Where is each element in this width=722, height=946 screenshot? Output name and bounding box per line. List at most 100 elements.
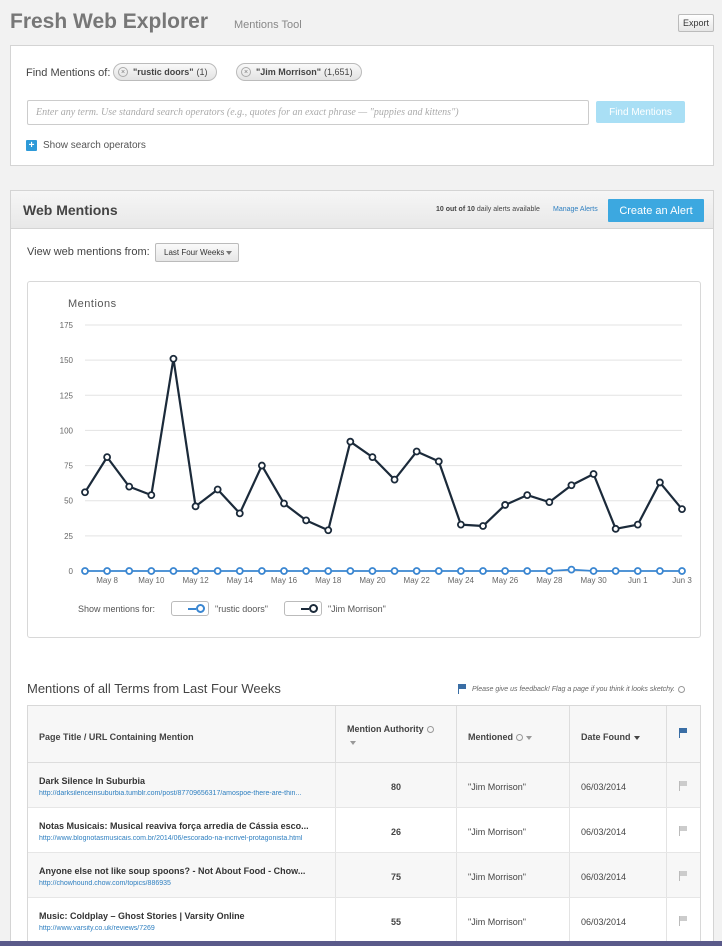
mentions-chart: Mentions 0 25 50 75 100 125 150 175 May 8 May 10 Ma… <box>27 281 701 638</box>
legend-item-rustic-doors[interactable]: "rustic doors" <box>171 601 268 616</box>
data-point <box>390 475 399 484</box>
x-tick-label: May 12 <box>182 576 209 585</box>
data-point <box>257 567 266 575</box>
cell-authority: 80 <box>336 763 457 807</box>
cell-mentioned: "Jim Morrison" <box>457 853 570 897</box>
create-alert-button[interactable]: Create an Alert <box>608 199 704 222</box>
find-mentions-button[interactable]: Find Mentions <box>596 101 685 123</box>
data-point <box>589 470 598 478</box>
data-point <box>302 516 311 525</box>
data-point <box>191 567 200 575</box>
data-point <box>501 567 510 575</box>
page-title-link[interactable]: Notas Musicais: Musical reaviva força ar… <box>39 821 309 831</box>
show-for-label: Show mentions for: <box>78 603 156 614</box>
time-range-select[interactable]: Last Four Weeks <box>155 243 239 262</box>
web-mentions-panel: Web Mentions 10 out of 10 daily alerts a… <box>10 190 714 946</box>
y-tick-label: 75 <box>64 462 73 471</box>
data-point <box>678 505 686 514</box>
x-tick-label: May 8 <box>96 576 118 585</box>
app-subtitle: Mentions Tool <box>234 19 302 31</box>
data-point <box>368 453 377 462</box>
data-point <box>213 567 222 575</box>
y-tick-label: 150 <box>60 356 74 365</box>
export-button[interactable]: Export <box>678 14 714 32</box>
page-title-link[interactable]: Dark Silence In Suburbia <box>39 776 146 786</box>
y-tick-label: 175 <box>60 321 74 330</box>
data-point <box>456 520 465 529</box>
cell-mentioned: "Jim Morrison" <box>457 808 570 852</box>
data-point <box>589 567 598 575</box>
table-row: Dark Silence In Suburbia http://darksilen… <box>28 763 700 808</box>
find-mentions-panel: Find Mentions of: × "rustic doors" (1) ×… <box>10 45 714 166</box>
x-tick-label: Jun 3 <box>672 576 692 585</box>
column-header-mentioned[interactable]: Mentioned <box>457 706 570 762</box>
cell-date: 06/03/2014 <box>570 898 667 942</box>
data-point <box>434 457 443 466</box>
page-title-link[interactable]: Anyone else not like soup spoons? - Not … <box>39 866 306 876</box>
app-header: Fresh Web Explorer Mentions Tool Export <box>0 0 722 44</box>
x-tick-label: May 28 <box>536 576 563 585</box>
sort-caret-icon[interactable] <box>633 735 640 740</box>
column-header-page-title[interactable]: Page Title / URL Containing Mention <box>28 706 336 762</box>
flag-icon[interactable] <box>679 916 688 926</box>
remove-chip-icon[interactable]: × <box>241 67 251 77</box>
cell-authority: 75 <box>336 853 457 897</box>
data-point <box>567 481 576 490</box>
data-point <box>169 567 178 575</box>
info-icon[interactable] <box>516 734 523 742</box>
chip-count: (1,651) <box>324 67 353 77</box>
chip-term: "rustic doors" <box>133 67 194 77</box>
search-input[interactable]: Enter any term. Use standard search oper… <box>27 100 589 125</box>
data-point <box>103 453 112 462</box>
x-tick-label: May 14 <box>227 576 254 585</box>
data-point <box>523 567 532 575</box>
column-header-date-found[interactable]: Date Found <box>570 706 667 762</box>
plus-icon[interactable]: + <box>26 140 37 151</box>
x-tick-label: May 16 <box>271 576 298 585</box>
page-url-link[interactable]: http://chowhound.chow.com/topics/886935 <box>39 880 171 887</box>
page-url-link[interactable]: http://darksilenceinsuburbia.tumblr.com/… <box>39 790 302 797</box>
cell-flag <box>667 808 700 852</box>
data-point <box>523 491 532 499</box>
page-title-link[interactable]: Music: Coldplay – Ghost Stories | Varsit… <box>39 911 245 921</box>
flag-icon[interactable] <box>679 781 688 791</box>
series-line <box>84 357 683 532</box>
data-point <box>545 567 554 575</box>
data-point <box>545 498 554 507</box>
series-line-swatch <box>300 608 309 610</box>
cell-date: 06/03/2014 <box>570 808 667 852</box>
flag-icon[interactable] <box>679 826 688 836</box>
legend-label: "rustic doors" <box>215 603 268 614</box>
view-mentions-label: View web mentions from: <box>27 246 150 258</box>
y-tick-label: 50 <box>64 497 73 506</box>
remove-chip-icon[interactable]: × <box>118 67 128 77</box>
data-point <box>479 567 487 575</box>
column-header-authority[interactable]: Mention Authority <box>336 706 457 762</box>
data-point <box>257 461 266 470</box>
term-chip-rustic-doors[interactable]: × "rustic doors" (1) <box>113 63 217 81</box>
alerts-suffix: daily alerts available <box>474 206 540 213</box>
show-operators-link[interactable]: + Show search operators <box>26 140 146 151</box>
cell-page: Dark Silence In Suburbia http://darksilen… <box>28 763 336 807</box>
data-point <box>412 447 421 456</box>
sort-caret-icon[interactable] <box>526 735 532 740</box>
chevron-down-icon <box>226 251 232 255</box>
data-point <box>191 502 200 511</box>
page-url-link[interactable]: http://www.blognotasmusicais.com.br/2014… <box>39 835 303 842</box>
bottom-bar <box>0 941 722 946</box>
chip-count: (1) <box>196 67 208 77</box>
chart-legend: Show mentions for: "rustic doors" "Jim M… <box>78 601 386 616</box>
series-toggle-rustic-doors[interactable] <box>171 601 210 616</box>
manage-alerts-link[interactable]: Manage Alerts <box>553 206 598 213</box>
sort-caret-icon[interactable] <box>350 740 356 745</box>
series-toggle-jim-morrison[interactable] <box>283 601 322 616</box>
app-title: Fresh Web Explorer <box>10 10 209 33</box>
legend-item-jim-morrison[interactable]: "Jim Morrison" <box>283 601 386 616</box>
page-url-link[interactable]: http://www.varsity.co.uk/reviews/7269 <box>39 925 155 932</box>
column-header-flag[interactable] <box>667 706 700 762</box>
info-icon[interactable] <box>426 726 434 734</box>
info-icon[interactable] <box>677 685 685 693</box>
term-chip-jim-morrison[interactable]: × "Jim Morrison" (1,651) <box>236 63 362 81</box>
flag-icon[interactable] <box>679 871 688 881</box>
x-tick-label: May 24 <box>448 576 475 585</box>
